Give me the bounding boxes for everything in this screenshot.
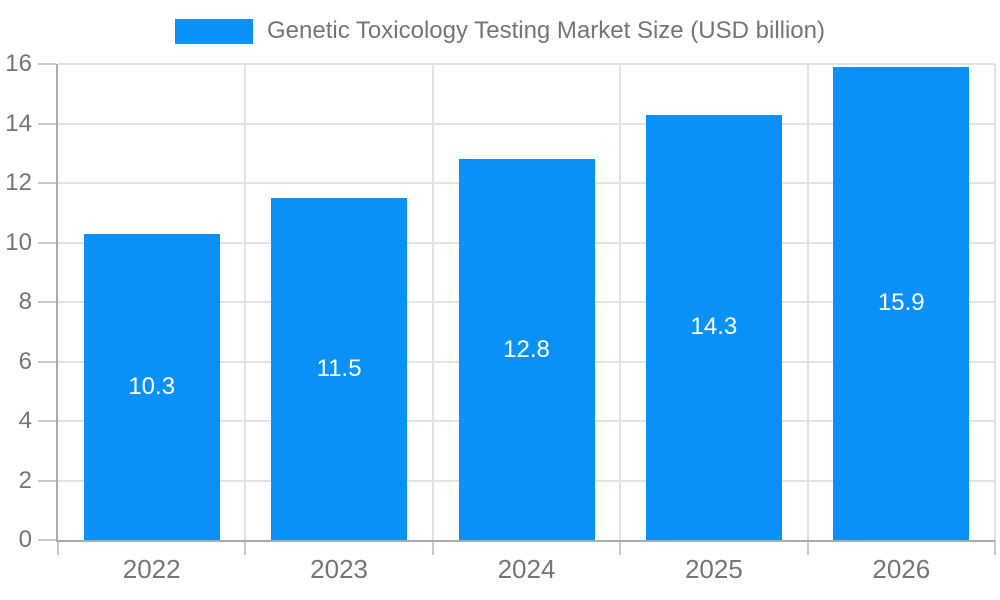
y-axis-tick (38, 63, 56, 65)
bar-value-label: 10.3 (128, 372, 176, 400)
y-axis-tick (38, 479, 56, 482)
legend-swatch (174, 18, 253, 44)
y-tick-label: 2 (18, 466, 32, 494)
x-tick-label: 2023 (310, 554, 369, 584)
y-axis-tick (38, 301, 56, 303)
bar-value-label: 15.9 (877, 289, 925, 317)
x-axis-tick (994, 540, 996, 555)
bar: 15.9 (833, 66, 970, 540)
bar-value-label: 14.3 (690, 313, 738, 341)
plot-area: 0 2 4 6 8 10 12 14 16 10.3 2022 11.5 2023 12.8 2024 14.… (5, 51, 996, 584)
chart-legend: Genetic Toxicology Testing Market Size (… (0, 17, 1000, 45)
x-axis-tick (244, 540, 247, 555)
y-tick-label: 16 (5, 50, 32, 77)
x-tick-label: 2026 (872, 554, 931, 584)
bar: 10.3 (83, 233, 220, 540)
bar: 12.8 (458, 159, 595, 540)
y-tick-label: 10 (5, 228, 32, 256)
gridline-vertical (431, 64, 434, 540)
x-tick-label: 2022 (122, 554, 181, 584)
x-tick-label: 2025 (684, 554, 743, 584)
y-axis-line (56, 64, 58, 540)
bar-value-label: 11.5 (316, 354, 362, 382)
y-tick-label: 4 (18, 407, 32, 434)
bar: 11.5 (271, 197, 408, 540)
y-axis-tick (38, 360, 56, 363)
x-tick-label: 2024 (497, 554, 556, 584)
bar-value-label: 12.8 (503, 335, 550, 363)
x-axis-tick (806, 540, 809, 555)
gridline-vertical (619, 64, 622, 540)
x-axis-tick (619, 540, 622, 555)
y-tick-label: 14 (5, 109, 32, 137)
gridline-vertical (994, 64, 996, 540)
y-axis-tick (38, 182, 56, 184)
y-axis-tick (38, 241, 56, 244)
y-tick-label: 8 (18, 288, 32, 315)
x-axis-tick (431, 540, 434, 555)
y-axis-tick (38, 420, 56, 422)
y-tick-label: 0 (18, 526, 32, 553)
chart-title: Genetic Toxicology Testing Market Size (… (266, 17, 825, 44)
y-tick-label: 12 (5, 169, 32, 196)
y-axis-tick (38, 122, 56, 125)
gridline-vertical (244, 64, 247, 540)
gridline-horizontal (58, 122, 995, 125)
y-tick-label: 6 (18, 347, 32, 375)
x-axis-line (56, 540, 995, 542)
gridline-vertical (806, 64, 809, 540)
x-axis-tick (57, 540, 59, 555)
gridline-horizontal (58, 63, 995, 65)
y-axis-tick (38, 539, 56, 541)
bar: 14.3 (645, 114, 782, 540)
